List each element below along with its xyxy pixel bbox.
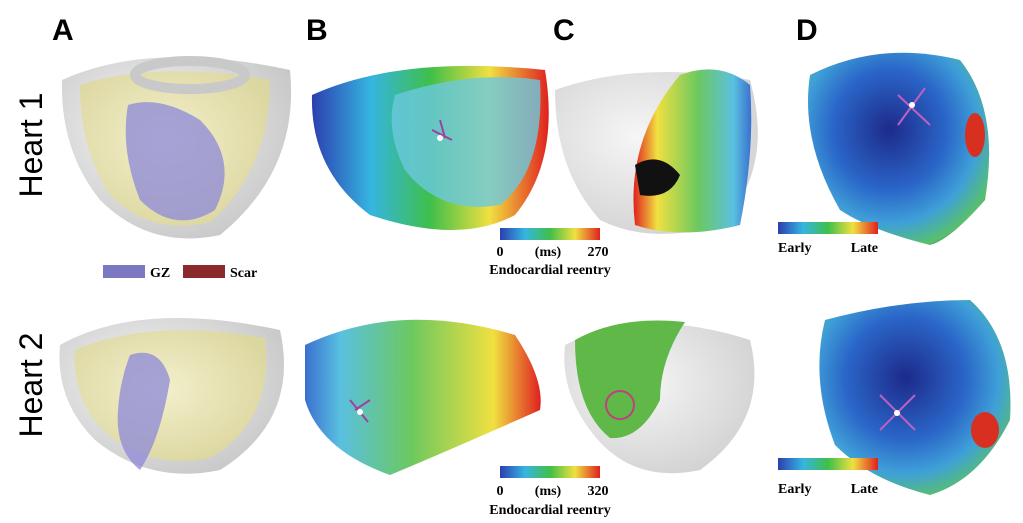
colorbar-min: 0: [497, 245, 504, 260]
legend-label: Scar: [230, 266, 257, 281]
heart-a1: [62, 57, 291, 238]
colorbar-d2: Early Late: [778, 458, 878, 497]
panel-label: B: [306, 14, 328, 47]
colorbar-title: Endocardial reentry: [489, 503, 610, 518]
colorbar-end: Late: [851, 241, 878, 256]
colorbar-unit: (ms): [535, 484, 562, 499]
legend-swatch: [103, 265, 145, 278]
colorbar-title: Endocardial reentry: [489, 263, 610, 278]
colorbar-d1: Early Late: [778, 222, 878, 256]
colorbar: [500, 466, 600, 478]
map-c1: [555, 69, 758, 234]
row-label: Heart 1: [13, 93, 49, 198]
legend-label: GZ: [150, 266, 170, 281]
panel-label: C: [553, 14, 575, 47]
panel-labels: A B C D: [52, 14, 818, 47]
colorbar: [500, 228, 600, 240]
colorbar: [778, 458, 878, 470]
colorbar-max: 270: [588, 245, 609, 260]
row-label: Heart 2: [13, 333, 49, 438]
map-b2: [305, 320, 541, 475]
panel-label: D: [796, 14, 818, 47]
colorbar: [778, 222, 878, 234]
colorbar-end: Late: [851, 482, 878, 497]
colorbar-start: Early: [778, 241, 811, 256]
heart-a2: [59, 318, 284, 474]
map-b1: [312, 66, 549, 230]
colorbar-start: Early: [778, 482, 811, 497]
panel-label: A: [52, 14, 74, 47]
colorbar-min: 0: [497, 484, 504, 499]
colorbar-unit: (ms): [535, 245, 562, 260]
map-d1: [808, 53, 989, 245]
colorbar-b2: 0 (ms) 320 Endocardial reentry: [489, 466, 610, 518]
legend-swatch: [183, 265, 225, 278]
map-c2: [564, 320, 754, 473]
colorbar-b1: 0 (ms) 270 Endocardial reentry: [489, 228, 610, 278]
colorbar-max: 320: [588, 484, 609, 499]
legend: GZ Scar: [103, 265, 257, 281]
figure: A B C D Heart 1 Heart 2 GZ Scar 0 (ms) 2…: [0, 0, 1023, 523]
